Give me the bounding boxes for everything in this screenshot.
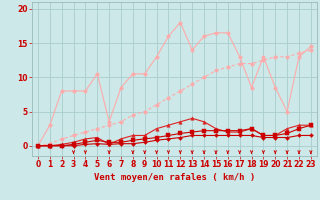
X-axis label: Vent moyen/en rafales ( km/h ): Vent moyen/en rafales ( km/h ) xyxy=(94,173,255,182)
